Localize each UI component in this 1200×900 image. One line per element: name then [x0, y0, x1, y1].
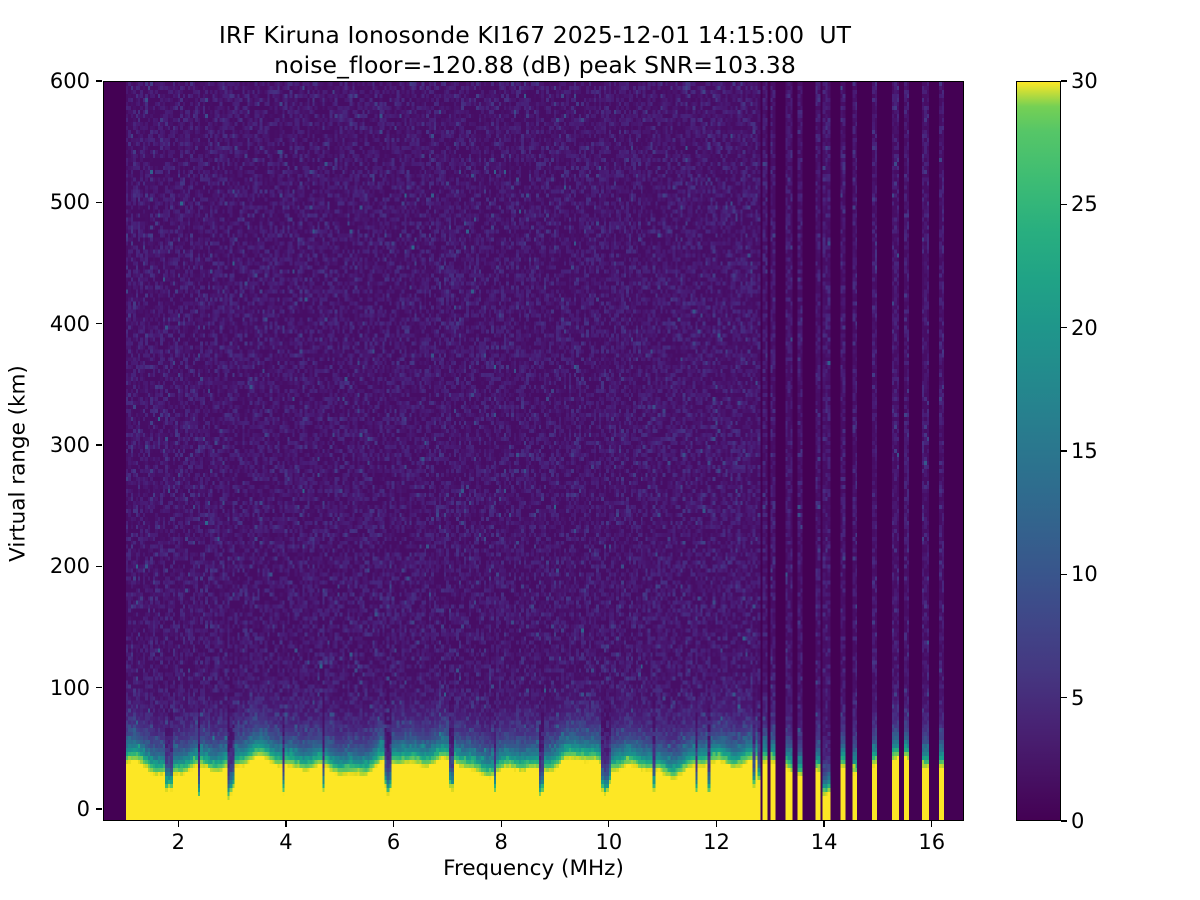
x-tick-label: 16 [918, 830, 946, 854]
y-tick-mark [96, 565, 102, 567]
x-tick-mark [177, 821, 179, 827]
x-tick-mark [285, 821, 287, 827]
x-tick-mark [715, 821, 718, 827]
y-tick-mark [96, 808, 102, 810]
colorbar [1016, 81, 1061, 821]
x-tick-label: 4 [279, 830, 293, 854]
colorbar-tick-mark [1061, 203, 1067, 205]
x-tick-label: 8 [494, 830, 508, 854]
title-line-1: IRF Kiruna Ionosonde KI167 2025-12-01 14… [218, 21, 852, 49]
x-tick-mark [392, 821, 395, 827]
y-tick-mark [96, 80, 102, 82]
x-tick-label: 14 [810, 830, 838, 854]
x-tick-label: 10 [595, 830, 623, 854]
colorbar-tick-mark [1061, 80, 1067, 82]
colorbar-tick-label: 25 [1071, 192, 1098, 217]
colorbar-tick-label: 15 [1071, 439, 1098, 463]
x-tick-label: 2 [171, 830, 186, 854]
x-tick-mark [931, 821, 933, 827]
y-tick-mark [96, 322, 102, 325]
y-tick-mark [96, 686, 102, 689]
colorbar-tick-mark [1061, 820, 1067, 822]
title-line-2: noise_floor=-120.88 (dB) peak SNR=103.38 [274, 51, 796, 80]
y-tick-mark [96, 201, 102, 203]
y-tick-label: 0 [76, 796, 90, 821]
x-tick-mark [500, 821, 502, 827]
heatmap-plot-area[interactable] [103, 81, 964, 821]
colorbar-tick-label: 20 [1071, 315, 1098, 340]
y-tick-label: 200 [49, 554, 90, 579]
y-tick-label: 600 [49, 69, 90, 93]
colorbar-tick-label: 10 [1071, 562, 1098, 587]
colorbar-tick-mark [1061, 697, 1067, 699]
y-tick-label: 400 [49, 311, 90, 336]
colorbar-tick-mark [1061, 573, 1067, 575]
x-axis-label: Frequency (MHz) [443, 856, 624, 881]
y-tick-mark [96, 444, 102, 446]
colorbar-tick-mark [1061, 327, 1067, 329]
colorbar-tick-label: 0 [1071, 809, 1085, 833]
y-tick-label: 500 [49, 190, 90, 215]
ionogram-heatmap-canvas [104, 82, 963, 820]
y-tick-label: 300 [49, 432, 90, 457]
figure-title: IRF Kiruna Ionosonde KI167 2025-12-01 14… [0, 20, 1070, 80]
y-axis-label: Virtual range (km) [5, 365, 31, 562]
x-tick-label: 6 [386, 830, 401, 854]
x-tick-mark [823, 821, 825, 827]
colorbar-tick-label: 30 [1071, 69, 1098, 93]
colorbar-tick-mark [1061, 450, 1067, 452]
colorbar-tick-label: 5 [1071, 685, 1085, 710]
x-tick-label: 12 [703, 830, 730, 854]
x-tick-mark [608, 821, 610, 827]
y-tick-label: 100 [49, 675, 90, 700]
colorbar-gradient [1016, 81, 1061, 821]
